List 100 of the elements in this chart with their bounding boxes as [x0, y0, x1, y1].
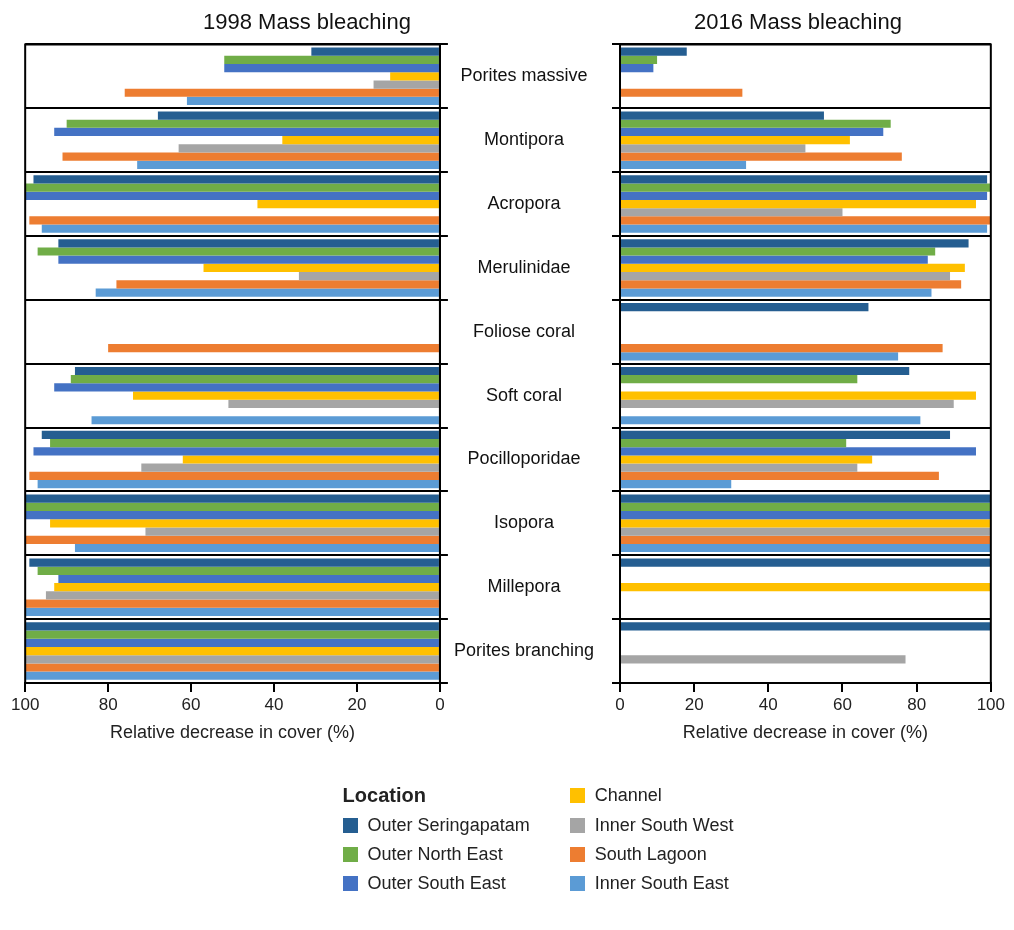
y-tick-label: Merulinidae	[477, 256, 571, 277]
bar	[25, 638, 439, 647]
bar	[41, 224, 439, 233]
bar	[621, 191, 988, 200]
bar	[33, 447, 439, 456]
bar	[621, 455, 873, 464]
bar	[621, 375, 858, 384]
bar	[74, 543, 439, 553]
chart-title: 1998 Mass bleaching	[203, 9, 411, 35]
bar	[58, 255, 439, 264]
bar	[25, 191, 439, 200]
bar	[224, 64, 439, 73]
x-tick-label: 40	[264, 694, 284, 714]
bar	[29, 558, 439, 567]
bar	[37, 480, 439, 489]
bar	[45, 591, 439, 600]
bar	[621, 224, 988, 233]
bar	[91, 416, 439, 425]
legend-title: Location	[342, 784, 427, 807]
bar	[621, 463, 858, 472]
bar	[621, 127, 884, 137]
bar	[25, 671, 439, 680]
bar	[621, 303, 869, 312]
y-tick-label: Porites massive	[460, 65, 588, 86]
legend-label: Outer South East	[367, 873, 506, 894]
x-tick-label: 20	[347, 694, 367, 714]
bar	[621, 430, 951, 439]
bar	[62, 152, 439, 161]
bar	[621, 519, 991, 528]
bar	[54, 127, 439, 137]
legend-label: South Lagoon	[594, 844, 707, 865]
bar	[390, 72, 439, 81]
bar	[621, 280, 962, 289]
bar	[54, 383, 439, 392]
x-tick-label: 100	[976, 694, 1006, 714]
bar	[621, 175, 988, 184]
bar	[257, 199, 439, 209]
bar	[25, 607, 439, 616]
bar	[41, 430, 439, 439]
bar	[25, 599, 439, 608]
bar	[29, 216, 439, 225]
bar	[621, 119, 891, 128]
bar	[621, 502, 991, 512]
bar	[25, 630, 439, 639]
bar	[25, 535, 439, 544]
bar	[621, 583, 991, 592]
legend-label: Inner South West	[594, 815, 734, 836]
bar	[621, 255, 928, 264]
bar	[70, 375, 439, 384]
bar	[95, 288, 439, 297]
bar	[621, 247, 936, 256]
bar	[621, 47, 687, 56]
x-tick-label: 40	[758, 694, 778, 714]
bar	[74, 366, 439, 376]
bar	[621, 111, 824, 120]
bar	[50, 519, 439, 528]
bar	[203, 263, 439, 273]
bar	[621, 527, 991, 536]
bar	[621, 55, 658, 65]
bar	[621, 511, 991, 520]
bar	[621, 471, 939, 481]
bar	[133, 391, 439, 400]
bar	[621, 391, 976, 400]
bar	[137, 160, 439, 169]
bar	[621, 352, 899, 361]
x-axis-title: Relative decrease in cover (%)	[110, 722, 356, 743]
x-tick-label: 100	[10, 694, 40, 714]
bar	[25, 655, 439, 664]
bar	[141, 463, 439, 472]
bar	[621, 494, 991, 503]
x-tick-label: 20	[684, 694, 704, 714]
x-tick-label: 80	[907, 694, 927, 714]
bar	[621, 208, 843, 217]
y-tick-label: Soft coral	[485, 384, 562, 405]
bar	[621, 622, 991, 631]
bar	[621, 144, 806, 153]
bar	[621, 199, 976, 209]
bar	[29, 471, 439, 481]
bar	[621, 558, 991, 567]
bar	[178, 144, 439, 153]
bar	[124, 88, 439, 97]
y-tick-label: Acropora	[487, 193, 562, 214]
bar	[50, 438, 439, 448]
legend-label: Channel	[594, 785, 662, 806]
bar	[298, 272, 439, 281]
bar	[621, 239, 969, 248]
bar	[621, 160, 747, 169]
y-tick-label: Pocilloporidae	[467, 448, 581, 469]
bar	[108, 344, 439, 353]
bar	[25, 183, 439, 192]
bar	[621, 655, 906, 664]
bar	[621, 399, 954, 408]
bar	[621, 64, 654, 73]
bar	[157, 111, 439, 120]
bar	[621, 438, 847, 448]
bar	[373, 80, 439, 89]
bar	[621, 263, 965, 273]
y-tick-label: Isopora	[493, 512, 555, 533]
bar	[116, 280, 439, 289]
legend-label: Outer North East	[367, 844, 503, 865]
